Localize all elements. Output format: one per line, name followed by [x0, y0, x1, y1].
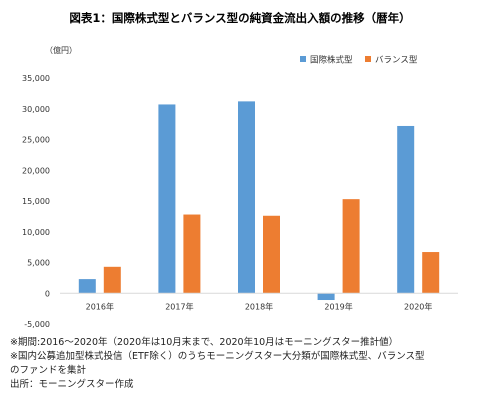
chart: 図表1：国際株式型とバランス型の純資金流出入額の推移（暦年） （億円） 国際株式…	[22, 11, 458, 329]
bar-balance-4	[342, 199, 360, 294]
y-tick-label: 30,000	[22, 105, 50, 114]
legend-label: バランス型	[375, 56, 418, 66]
legend: 国際株式型 バランス型	[300, 55, 418, 66]
y-tick-label: 25,000	[22, 136, 50, 145]
bar-kokusai-3	[238, 101, 255, 294]
note-source: 出所：モーニングスター作成	[10, 379, 134, 390]
legend-swatch	[365, 56, 371, 62]
bar-kokusai-2	[158, 104, 176, 294]
chart-title: 図表1：国際株式型とバランス型の純資金流出入額の推移（暦年）	[69, 11, 410, 25]
y-axis: -5,000 0 5,000 10,000 15,000 20,000 25,000 30,0…	[22, 74, 50, 329]
y-axis-unit: （億円）	[45, 45, 77, 55]
x-tick-label: 2017年	[165, 301, 193, 311]
y-tick-label: 0	[45, 289, 50, 298]
y-tick-label: 10,000	[22, 228, 50, 237]
bar-balance-3	[263, 215, 280, 294]
x-tick-label: 2019年	[324, 301, 352, 311]
x-tick-label: 2020年	[404, 301, 432, 311]
y-tick-label: 15,000	[22, 197, 50, 206]
x-tick-label: 2016年	[86, 301, 114, 311]
bars	[78, 101, 440, 301]
note-scope-continued: のファンドを集計	[10, 365, 87, 376]
y-tick-label: 20,000	[22, 166, 50, 175]
x-axis: 2016年 2017年 2018年 2019年 2020年	[60, 292, 458, 311]
y-tick-label: 35,000	[22, 74, 50, 83]
bar-kokusai-5	[397, 125, 415, 294]
x-tick-label: 2018年	[245, 301, 273, 311]
bar-balance-5	[422, 252, 440, 294]
legend-label: 国際株式型	[310, 55, 353, 66]
bar-kokusai-1	[78, 279, 96, 294]
note-scope: ※国内公募追加型株式投信（ETF除く）のうちモーニングスター大分類が国際株式型、…	[10, 351, 425, 362]
bar-kokusai-4	[317, 293, 335, 301]
y-tick-label: -5,000	[24, 320, 50, 329]
note-period: ※期間:2016～2020年（2020年は10月末まで、2020年10月はモーニ…	[10, 337, 399, 348]
legend-swatch	[300, 56, 306, 62]
bar-balance-2	[183, 214, 201, 294]
bar-balance-1	[103, 266, 121, 294]
y-tick-label: 5,000	[27, 259, 50, 268]
notes: ※期間:2016～2020年（2020年は10月末まで、2020年10月はモーニ…	[10, 336, 476, 392]
